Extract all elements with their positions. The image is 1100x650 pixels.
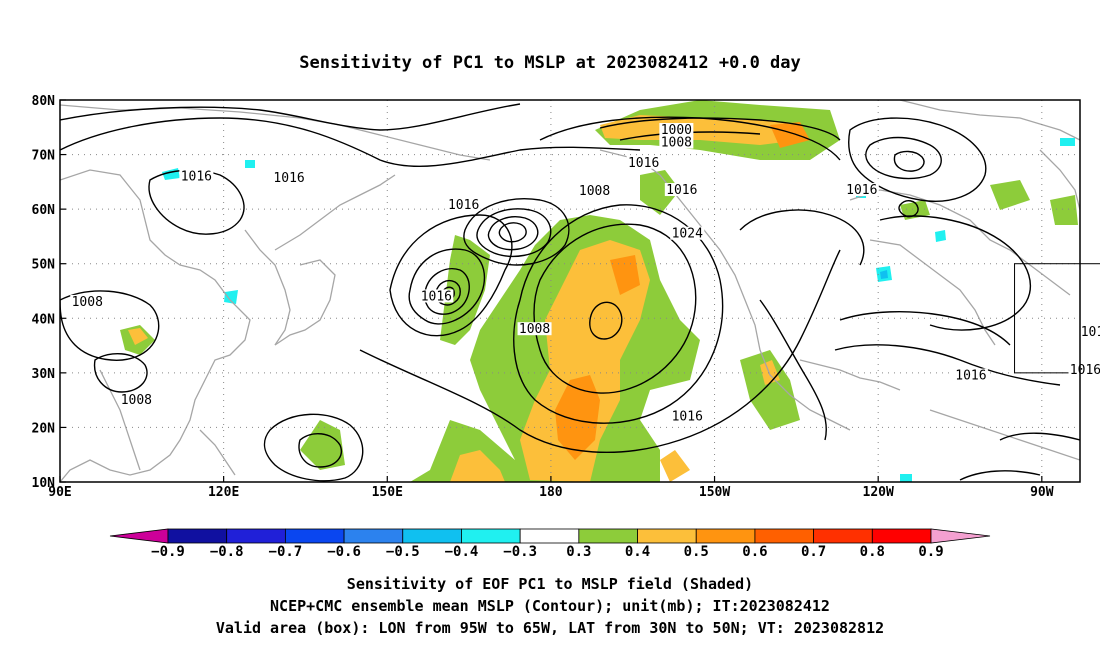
contour-label: 1016 [448,198,479,213]
colorbar-label: −0.5 [386,544,420,560]
colorbar-label: 0.9 [918,544,943,560]
contour-label: 1024 [672,227,703,242]
contour-labels: 1000100810161016101610161008101610161000… [70,123,1100,425]
lat-tick-label: 30N [32,367,56,382]
lat-lon-grid [60,100,1080,482]
caption-line-2: NCEP+CMC ensemble mean MSLP (Contour); u… [270,597,830,615]
caption-line-3: Valid area (box): LON from 95W to 65W, L… [216,619,884,637]
sensitivity-shading [120,100,1078,482]
contour-label: 1016 [628,156,659,171]
colorbar-label: −0.9 [151,544,185,560]
longitude-axis: 90E120E150E180150W120W90W60W [48,476,1054,500]
contour-label-bg [272,171,307,185]
contour-label: 1008 [579,184,610,199]
colorbar-label: 0.7 [801,544,826,560]
contour-label-bg [70,294,105,308]
colorbar-label: 0.6 [742,544,767,560]
colorbar-segment [578,528,638,544]
contour-label: 1016 [181,169,212,184]
contour-label-bg [844,183,879,197]
contour-label: 1016 [1070,363,1100,378]
contour-label-bg [577,184,612,198]
contour-label: 1016 [846,183,877,198]
contour-label: 1016 [421,289,452,304]
contour-label-bg [670,409,705,423]
colorbar-segment [754,528,815,544]
caption-line-1: Sensitivity of EOF PC1 to MSLP field (Sh… [347,575,753,593]
colorbar-segment [284,528,345,544]
colorbar-segment [871,528,932,544]
lat-tick-label: 50N [32,258,56,273]
contour-label: 1008 [72,295,103,310]
contour-label-bg [670,226,705,240]
colorbar-segment [461,528,521,544]
colorbar-label: −0.7 [269,544,303,560]
contour-label: 1016 [672,410,703,425]
contour-label: 1000 [661,123,692,138]
contour-label: 1016 [955,369,986,384]
colorbar-label: 0.4 [625,544,650,560]
lon-tick-label: 120E [208,485,239,500]
colorbar-segment [402,528,462,544]
contour-label-bg [1079,324,1100,338]
contour-label-bg [953,368,988,382]
colorbar: −0.9 −0.8 −0.7 −0.6 −0.5 −0.4 −0.3 0.3 0.4 0.5 0.6… [109,528,991,560]
contour-label-bg [446,197,481,211]
colorbar-label: 0.5 [684,544,709,560]
contour-label-bg [659,135,694,149]
contour-label: 1016 [1081,325,1100,340]
contour-label-bg [179,169,214,183]
lon-tick-label: 150E [372,485,403,500]
contour-label: 1008 [121,393,152,408]
map-panel: 1000100810161016101610161008101610161000… [32,94,1100,500]
lat-tick-label: 80N [32,94,56,109]
lat-tick-label: 70N [32,149,56,164]
lon-tick-label: 180 [539,485,563,500]
contour-label-bg [659,123,694,137]
colorbar-label: 0.8 [860,544,885,560]
colorbar-segment [343,528,404,544]
contour-label-bg [664,183,699,197]
figure-title: Sensitivity of PC1 to MSLP at 2023082412… [299,53,801,73]
colorbar-segment [167,528,228,544]
contour-label-bg [419,289,454,303]
colorbar-segment [813,528,873,544]
colorbar-segment [695,528,756,544]
colorbar-segment [519,528,580,544]
colorbar-label: −0.4 [445,544,479,560]
colorbar-label: 0.3 [566,544,591,560]
lat-tick-label: 10N [32,476,56,491]
map-frame [59,99,1081,483]
contour-label-bg [626,155,661,169]
contour-label-bg [517,322,552,336]
colorbar-label: −0.8 [210,544,244,560]
lat-tick-label: 20N [32,421,56,436]
colorbar-high-arrow [930,528,991,544]
colorbar-segment [637,528,697,544]
contour-label: 1008 [519,322,550,337]
lon-tick-label: 90W [1030,485,1054,500]
contour-label-bg [1068,363,1100,377]
contour-label: 1008 [661,136,692,151]
colorbar-label: −0.6 [327,544,361,560]
colorbar-low-arrow [109,528,169,544]
contour-label-bg [119,393,154,407]
lon-tick-label: 90E [48,485,71,500]
lon-tick-label: 150W [699,485,730,500]
latitude-axis: 80N 70N 60N 50N 40N 30N 20N 10N [32,94,66,491]
lat-tick-label: 60N [32,203,56,218]
colorbar-label: −0.3 [503,544,537,560]
contour-label: 1016 [666,183,697,198]
lon-tick-label: 120W [863,485,894,500]
lat-tick-label: 40N [32,312,56,327]
colorbar-segment [226,528,286,544]
mslp-contours [60,103,1080,482]
contour-label: 1016 [273,171,304,186]
